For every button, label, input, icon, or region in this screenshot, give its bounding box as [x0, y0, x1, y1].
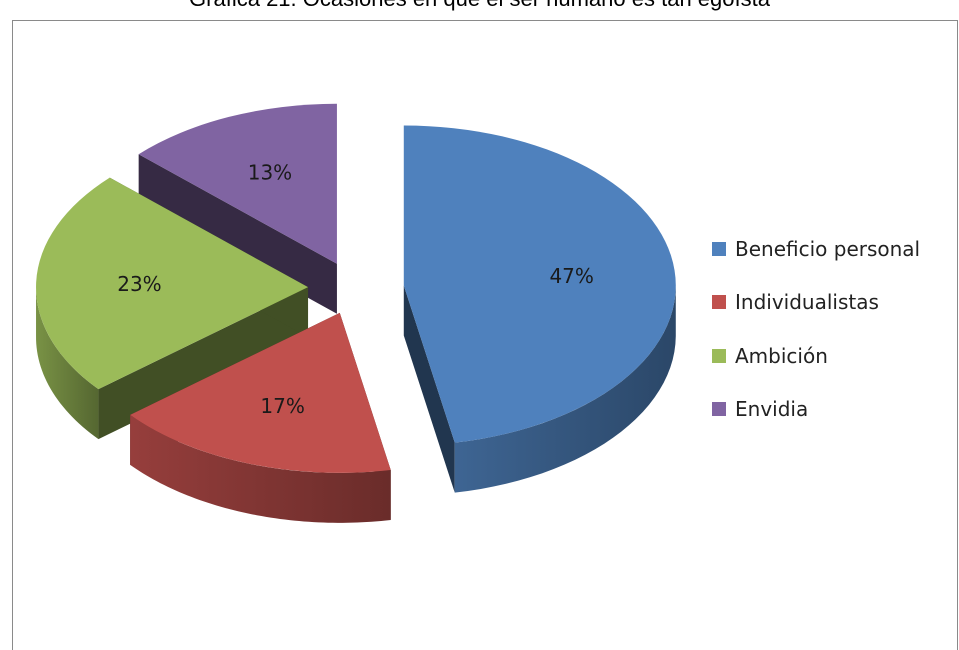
pie-slice-ambicion	[36, 177, 309, 440]
legend-label: Beneficio personal	[735, 236, 921, 261]
pie-slice-envidia	[138, 103, 337, 314]
pie-chart: 47% 17% 23% 13%	[36, 103, 676, 523]
chart-frame	[12, 20, 958, 650]
legend-label: Ambición	[735, 343, 828, 368]
legend-item: Envidia	[712, 383, 920, 437]
slice-wall	[403, 285, 455, 493]
pie-slice-beneficio-personal	[403, 125, 676, 493]
legend-swatch	[712, 402, 726, 417]
legend-item: Ambición	[712, 329, 920, 383]
slice-outer-wall	[130, 414, 391, 523]
data-label: 23%	[117, 272, 161, 296]
slice-top	[130, 312, 391, 473]
data-label: 13%	[248, 161, 292, 185]
slice-top	[36, 177, 309, 390]
slice-wall	[138, 154, 337, 314]
legend-swatch	[712, 295, 726, 310]
chart-title: Gráfica 21. Ocasiones en que el ser huma…	[0, 0, 959, 12]
legend-swatch	[712, 241, 726, 256]
slice-top	[138, 103, 337, 264]
legend-label: Individualistas	[735, 290, 879, 315]
slice-wall	[98, 287, 309, 440]
legend-swatch	[712, 348, 726, 363]
legend-item: Beneficio personal	[712, 222, 920, 276]
legend-item: Individualistas	[712, 276, 920, 330]
slice-outer-wall	[454, 286, 676, 493]
slice-outer-wall	[36, 285, 99, 440]
legend-label: Envidia	[735, 397, 809, 422]
data-label: 17%	[260, 394, 304, 418]
data-label: 47%	[549, 264, 593, 288]
slice-top	[403, 125, 676, 443]
pie-slice-individualistas	[130, 312, 391, 523]
chart-legend: Beneficio personal Individualistas Ambició…	[712, 222, 920, 436]
